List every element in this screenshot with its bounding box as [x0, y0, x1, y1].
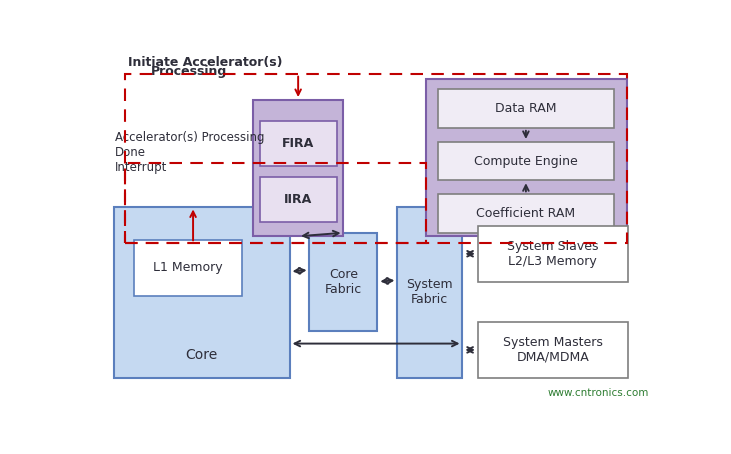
Text: Core: Core: [186, 348, 218, 362]
Text: System Masters
DMA/MDMA: System Masters DMA/MDMA: [503, 336, 603, 364]
Bar: [260, 177, 337, 222]
Text: FIRA: FIRA: [282, 137, 314, 150]
Text: Coefficient RAM: Coefficient RAM: [477, 207, 575, 220]
Bar: [134, 240, 241, 296]
Bar: [260, 121, 337, 166]
Bar: [309, 233, 377, 331]
Text: L1 Memory: L1 Memory: [153, 261, 222, 274]
Text: IIRA: IIRA: [284, 193, 313, 206]
Text: Data RAM: Data RAM: [495, 102, 556, 115]
Bar: [478, 322, 628, 378]
Text: System Slaves
L2/L3 Memory: System Slaves L2/L3 Memory: [507, 240, 599, 268]
Text: Initiate Accelerator(s): Initiate Accelerator(s): [128, 56, 283, 69]
Text: System
Fabric: System Fabric: [406, 278, 453, 306]
Bar: [438, 142, 614, 180]
Text: Accelerator(s) Processing
Done
Interrupt: Accelerator(s) Processing Done Interrupt: [115, 131, 265, 174]
Bar: [114, 207, 289, 378]
Text: www.cntronics.com: www.cntronics.com: [548, 388, 649, 398]
Bar: [253, 100, 344, 236]
Bar: [126, 163, 425, 243]
Bar: [398, 207, 463, 378]
Bar: [425, 79, 626, 236]
Text: Processing: Processing: [151, 65, 227, 79]
Bar: [438, 194, 614, 233]
Text: Compute Engine: Compute Engine: [474, 155, 577, 168]
Bar: [478, 226, 628, 281]
Bar: [126, 74, 626, 243]
Text: Core
Fabric: Core Fabric: [325, 268, 362, 296]
Bar: [438, 89, 614, 128]
